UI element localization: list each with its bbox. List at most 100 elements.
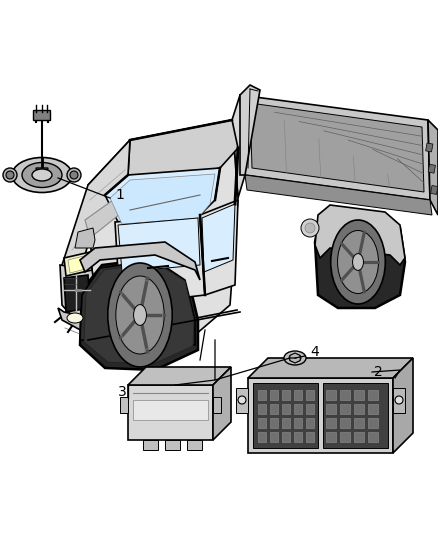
- Text: 2: 2: [374, 365, 382, 379]
- Bar: [282, 404, 290, 414]
- Polygon shape: [200, 200, 238, 295]
- Circle shape: [238, 396, 246, 404]
- Polygon shape: [248, 358, 413, 378]
- Bar: [187, 440, 202, 450]
- Bar: [258, 404, 266, 414]
- Polygon shape: [315, 208, 405, 308]
- Bar: [270, 404, 278, 414]
- Polygon shape: [85, 195, 125, 238]
- Polygon shape: [245, 175, 432, 215]
- Bar: [306, 404, 314, 414]
- Bar: [326, 418, 336, 428]
- Bar: [306, 432, 314, 442]
- Polygon shape: [60, 265, 100, 335]
- Ellipse shape: [338, 230, 378, 294]
- Bar: [354, 390, 364, 400]
- Bar: [340, 404, 350, 414]
- Polygon shape: [58, 308, 100, 338]
- Ellipse shape: [353, 254, 364, 270]
- Ellipse shape: [32, 169, 52, 181]
- Ellipse shape: [108, 263, 172, 367]
- Circle shape: [305, 223, 315, 233]
- Circle shape: [395, 396, 403, 404]
- Polygon shape: [428, 120, 438, 215]
- Bar: [426, 143, 433, 152]
- Bar: [258, 432, 266, 442]
- Polygon shape: [128, 120, 238, 185]
- Polygon shape: [240, 95, 430, 200]
- Polygon shape: [315, 205, 405, 265]
- Bar: [294, 432, 302, 442]
- Bar: [258, 418, 266, 428]
- Bar: [282, 418, 290, 428]
- Text: 4: 4: [311, 345, 319, 359]
- Bar: [368, 390, 378, 400]
- Bar: [431, 185, 438, 195]
- Bar: [294, 418, 302, 428]
- Polygon shape: [118, 218, 200, 272]
- Bar: [368, 404, 378, 414]
- Polygon shape: [393, 358, 413, 453]
- Bar: [340, 432, 350, 442]
- Polygon shape: [213, 397, 221, 413]
- Polygon shape: [68, 255, 89, 273]
- Bar: [282, 390, 290, 400]
- Polygon shape: [80, 242, 200, 280]
- Polygon shape: [253, 383, 318, 448]
- Bar: [326, 390, 336, 400]
- Polygon shape: [213, 367, 231, 440]
- Polygon shape: [393, 388, 405, 413]
- Bar: [368, 432, 378, 442]
- Ellipse shape: [67, 313, 83, 323]
- Ellipse shape: [289, 354, 301, 362]
- Polygon shape: [232, 95, 245, 198]
- Polygon shape: [33, 110, 50, 120]
- Polygon shape: [88, 120, 238, 340]
- Text: 3: 3: [118, 385, 127, 399]
- Ellipse shape: [116, 276, 164, 354]
- Polygon shape: [36, 168, 48, 176]
- Polygon shape: [120, 397, 128, 413]
- Circle shape: [70, 171, 78, 179]
- Bar: [258, 390, 266, 400]
- Ellipse shape: [22, 163, 62, 188]
- Polygon shape: [80, 260, 195, 345]
- Ellipse shape: [284, 351, 306, 365]
- Polygon shape: [240, 85, 260, 175]
- Ellipse shape: [67, 168, 81, 182]
- Bar: [354, 432, 364, 442]
- Polygon shape: [202, 204, 235, 272]
- Bar: [143, 440, 158, 450]
- Bar: [354, 418, 364, 428]
- Polygon shape: [75, 228, 95, 248]
- Polygon shape: [110, 174, 215, 224]
- Polygon shape: [115, 215, 205, 305]
- Bar: [282, 432, 290, 442]
- Polygon shape: [290, 353, 300, 363]
- Bar: [270, 418, 278, 428]
- Bar: [354, 404, 364, 414]
- Bar: [294, 404, 302, 414]
- Bar: [340, 390, 350, 400]
- Bar: [270, 432, 278, 442]
- Ellipse shape: [134, 304, 146, 326]
- Bar: [165, 440, 180, 450]
- Bar: [306, 418, 314, 428]
- Bar: [340, 418, 350, 428]
- Bar: [326, 404, 336, 414]
- Polygon shape: [64, 252, 92, 276]
- Bar: [294, 390, 302, 400]
- Polygon shape: [236, 388, 248, 413]
- Polygon shape: [80, 258, 198, 370]
- Polygon shape: [248, 378, 393, 453]
- Polygon shape: [323, 383, 388, 448]
- Ellipse shape: [331, 220, 385, 304]
- Bar: [306, 390, 314, 400]
- Bar: [133, 400, 208, 420]
- Polygon shape: [250, 103, 424, 192]
- Bar: [368, 418, 378, 428]
- Polygon shape: [62, 140, 130, 280]
- Text: 1: 1: [116, 188, 124, 202]
- Polygon shape: [105, 168, 220, 222]
- Polygon shape: [128, 367, 231, 385]
